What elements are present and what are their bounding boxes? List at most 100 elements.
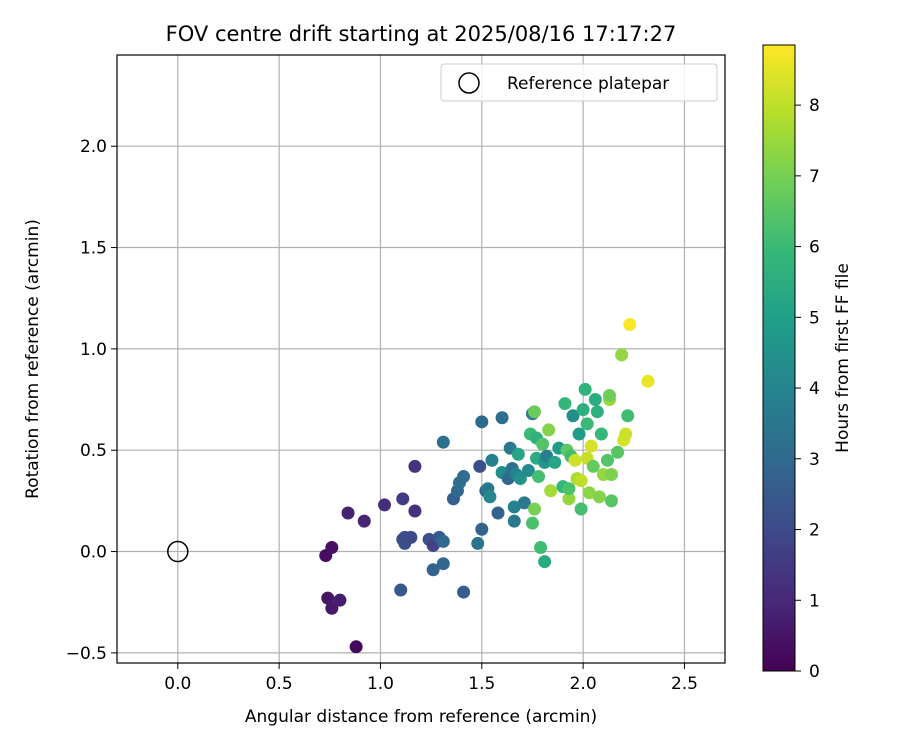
grid [117, 55, 725, 663]
scatter-point [457, 585, 471, 599]
scatter-point [325, 540, 339, 554]
scatter-point [321, 591, 335, 605]
scatter-point [457, 470, 471, 484]
colorbar-ticks: 0 1 2 3 4 5 6 7 8 [795, 96, 820, 682]
y-axis-ticks: −0.5 0.0 0.5 1.0 1.5 2.0 [66, 137, 117, 664]
scatter-point [582, 486, 596, 500]
chart-title: FOV centre drift starting at 2025/08/16 … [166, 22, 677, 46]
legend-label: Reference platepar [507, 74, 669, 94]
scatter-point [511, 447, 525, 461]
scatter-point [507, 514, 521, 528]
scatter-point [378, 498, 392, 512]
scatter-point [611, 445, 625, 459]
scatter-point [426, 563, 440, 577]
scatter-point [574, 474, 588, 488]
scatter-point [605, 494, 619, 508]
scatter-point [408, 504, 422, 518]
x-tick-label: 2.0 [570, 674, 597, 694]
scatter-point [532, 470, 546, 484]
scatter-point [580, 417, 594, 431]
legend-box [440, 63, 718, 102]
y-tick-label: −0.5 [66, 644, 107, 664]
colorbar-tick-label: 2 [809, 521, 820, 541]
scatter-point [578, 382, 592, 396]
reference-marker [167, 540, 189, 563]
colorbar-tick-label: 3 [809, 450, 820, 470]
scatter-point [349, 640, 363, 654]
scatter-point [568, 453, 582, 467]
scatter-point [517, 496, 531, 510]
scatter-point [341, 506, 355, 520]
scatter-point [471, 536, 485, 550]
colorbar-tick-label: 4 [809, 379, 820, 399]
scatter-point [357, 514, 371, 528]
scatter-point [602, 388, 616, 402]
colorbar: 0 1 2 3 4 5 6 7 8 Hours from first FF file [762, 44, 853, 682]
scatter-point [615, 348, 629, 362]
colorbar-tick-label: 5 [809, 308, 820, 328]
plot-frame [116, 54, 726, 664]
scatter-point [592, 490, 606, 504]
scatter-point [572, 427, 586, 441]
scatter-point [562, 482, 576, 496]
scatter-point [641, 374, 655, 388]
scatter-point [536, 437, 550, 451]
scatter-point [475, 522, 489, 536]
x-axis-ticks: 0.0 0.5 1.0 1.5 2.0 2.5 [164, 663, 698, 694]
scatter-point [404, 530, 418, 544]
scatter-point [436, 534, 450, 548]
scatter-point [525, 516, 539, 530]
data-points [319, 318, 655, 654]
scatter-point [333, 593, 347, 607]
scatter-point [566, 409, 580, 423]
scatter-point [586, 459, 600, 473]
scatter-point [394, 583, 408, 597]
colorbar-label: Hours from first FF file [833, 263, 853, 453]
scatter-point [527, 405, 541, 419]
reference-platepar-point [167, 540, 189, 563]
scatter-point [436, 557, 450, 571]
scatter-point [534, 540, 548, 554]
y-tick-label: 1.5 [80, 239, 107, 259]
scatter-point [507, 500, 521, 514]
scatter-point [408, 459, 422, 473]
scatter-point [590, 405, 604, 419]
y-tick-label: 0.0 [80, 543, 107, 563]
scatter-point [562, 492, 576, 506]
x-tick-label: 1.5 [468, 674, 495, 694]
scatter-point [600, 453, 614, 467]
colorbar-tick-label: 8 [809, 96, 820, 116]
scatter-point [542, 423, 556, 437]
scatter-point [605, 468, 619, 482]
scatter-point [558, 397, 572, 411]
scatter-point [513, 472, 527, 486]
scatter-point [548, 455, 562, 469]
scatter-point [588, 393, 602, 407]
colorbar-tick-label: 0 [809, 662, 820, 682]
legend: Reference platepar [440, 63, 718, 102]
y-tick-label: 1.0 [80, 340, 107, 360]
scatter-point [325, 601, 339, 615]
scatter-point [576, 403, 590, 417]
scatter-point [623, 318, 637, 332]
x-tick-label: 1.0 [367, 674, 394, 694]
x-axis-label: Angular distance from reference (arcmin) [245, 707, 597, 727]
scatter-point [436, 435, 450, 449]
x-tick-label: 0.0 [164, 674, 191, 694]
colorbar-gradient [762, 44, 796, 672]
colorbar-tick-label: 1 [809, 591, 820, 611]
scatter-point [491, 506, 505, 520]
scatter-point [584, 439, 598, 453]
y-tick-label: 0.5 [80, 441, 107, 461]
x-tick-label: 0.5 [266, 674, 293, 694]
scatter-point [495, 411, 509, 425]
scatter-point [473, 459, 487, 473]
scatter-point [574, 502, 588, 516]
scatter-point [619, 427, 633, 441]
y-tick-label: 2.0 [80, 137, 107, 157]
scatter-point [485, 453, 499, 467]
legend-marker-icon [458, 72, 480, 94]
scatter-point [475, 415, 489, 429]
scatter-point [544, 484, 558, 498]
